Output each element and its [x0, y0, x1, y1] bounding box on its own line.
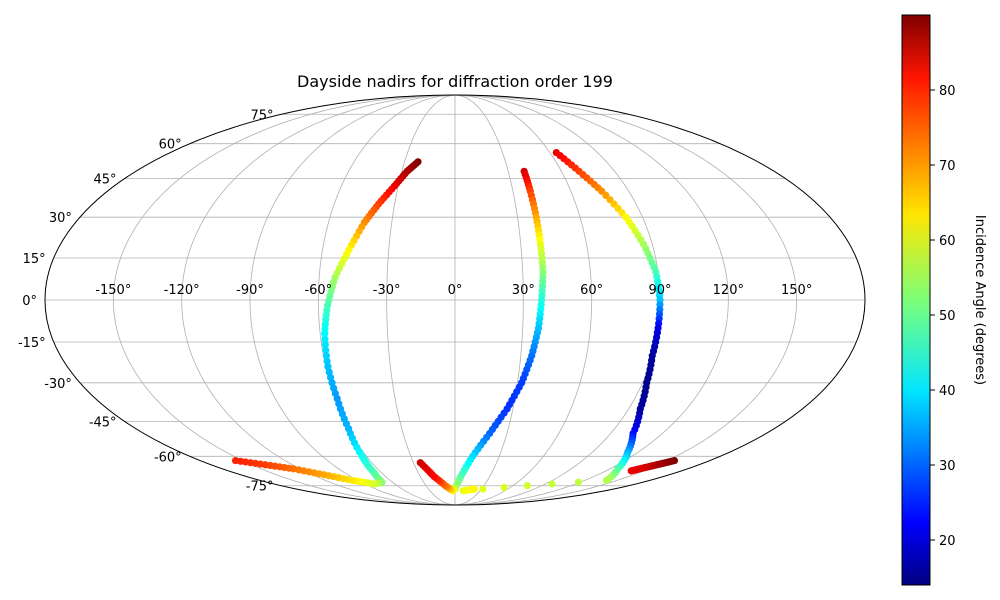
meridian-line — [454, 95, 729, 505]
colorbar-tick-label: 60 — [939, 234, 956, 249]
colorbar-label: Incidence Angle (degrees) — [972, 215, 987, 385]
lat-tick-label: -30° — [44, 377, 72, 392]
lat-tick-label: 45° — [94, 173, 117, 188]
data-point — [602, 476, 611, 485]
data-point — [321, 341, 329, 349]
data-point — [321, 335, 329, 343]
lon-tick-label: 0° — [448, 283, 463, 298]
data-point — [627, 467, 635, 475]
colorbar-tick-label: 20 — [939, 534, 956, 549]
colorbar-tick-label: 30 — [939, 459, 956, 474]
data-point — [548, 480, 556, 488]
lat-tick-label: 15° — [23, 252, 46, 267]
meridian-line — [317, 95, 456, 505]
meridian-line — [249, 95, 456, 505]
colorbar-tick-label: 40 — [939, 384, 956, 399]
chart-title: Dayside nadirs for diffraction order 199 — [297, 72, 613, 91]
data-point — [324, 363, 332, 371]
lat-tick-label: 60° — [159, 138, 182, 153]
colorbar-tick-label: 50 — [939, 309, 956, 324]
data-point — [416, 459, 424, 467]
data-point — [500, 483, 508, 492]
lat-tick-label: -60° — [154, 450, 182, 465]
lat-tick-label: 75° — [250, 108, 273, 123]
data-point — [322, 346, 330, 354]
lon-tick-label: 120° — [713, 283, 744, 298]
colorbar-ticks: 20 30 40 50 60 70 80 — [930, 84, 956, 549]
latitude-ticks: -75° -60° -45° -30° -15° 0° 15° 30° 45° 60° 75° — [18, 108, 274, 494]
meridian-line — [454, 95, 798, 505]
data-point — [231, 456, 240, 465]
lat-tick-label: -15° — [18, 336, 46, 351]
meridian-line — [386, 95, 456, 505]
data-point — [479, 485, 487, 493]
colorbar — [901, 14, 931, 586]
meridian-line — [454, 95, 593, 505]
meridian-line — [454, 95, 524, 505]
lat-tick-label: 30° — [49, 211, 72, 226]
lon-tick-label: -150° — [95, 283, 131, 298]
lon-tick-label: -60° — [304, 283, 332, 298]
data-point — [322, 352, 331, 360]
lon-tick-label: 30° — [512, 283, 535, 298]
data-point — [323, 357, 331, 365]
data-point — [470, 485, 478, 493]
colorbar-tick-label: 80 — [939, 84, 956, 99]
graticule — [45, 95, 865, 505]
lat-tick-label: 0° — [22, 294, 37, 309]
lon-tick-label: 150° — [781, 283, 812, 298]
lon-tick-label: -30° — [373, 283, 401, 298]
lon-tick-label: -120° — [164, 283, 200, 298]
data-point — [523, 482, 531, 490]
longitude-ticks: -150° -120° -90° -60° -30° 0° 30° 60° 90° 120° 150… — [95, 283, 812, 298]
map-boundary — [44, 94, 866, 506]
lat-tick-label: -45° — [89, 415, 117, 430]
data-point — [574, 478, 583, 486]
meridian-line — [181, 95, 456, 505]
lat-tick-label: -75° — [246, 480, 274, 495]
data-points — [231, 148, 679, 495]
colorbar-tick-label: 70 — [939, 159, 956, 174]
meridian-line — [112, 95, 456, 505]
data-point — [321, 330, 329, 338]
lon-tick-label: -90° — [236, 283, 264, 298]
lon-tick-label: 60° — [580, 283, 603, 298]
lon-tick-label: 90° — [648, 283, 671, 298]
